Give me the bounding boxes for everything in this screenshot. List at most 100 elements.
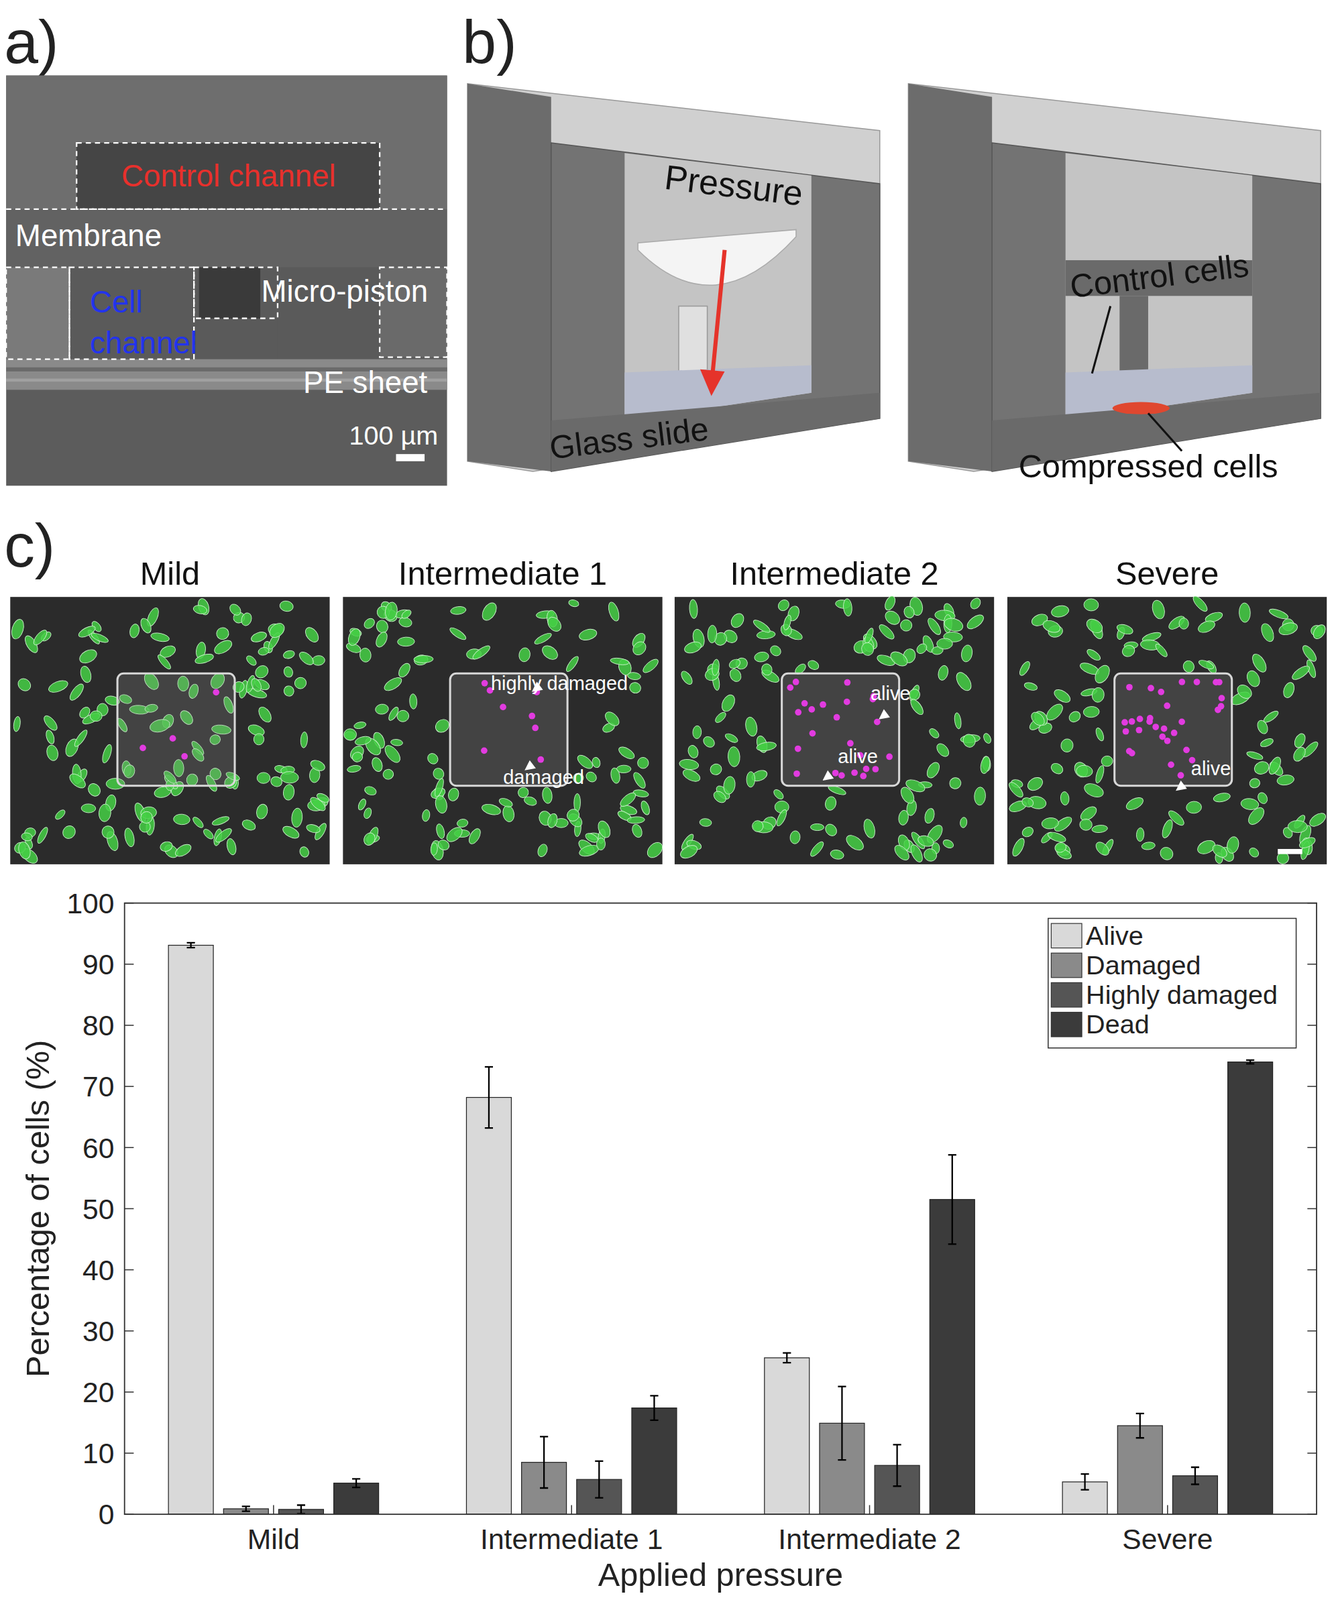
y-tick [1307,1208,1317,1210]
error-bar-cap [484,1066,493,1068]
cell [707,625,717,644]
cell [249,676,263,693]
cell [1093,764,1106,785]
error-bar-cap [1191,1483,1200,1485]
legend-label: Highly damaged [1085,979,1278,1010]
dead-nucleus [537,756,544,764]
cell [699,818,713,827]
image-title: Intermediate 2 [729,555,939,592]
cell [470,643,492,662]
x-tick [272,1505,275,1515]
dead-nucleus [794,745,802,753]
dead-nucleus [1152,723,1159,731]
cell [1287,820,1308,833]
x-tick [1166,1505,1169,1515]
cell [829,849,846,862]
cell [240,611,254,628]
cell [701,734,717,750]
cell [1060,791,1070,806]
cell [1041,618,1062,635]
cell [1150,598,1167,621]
cell [1010,837,1027,859]
cell [421,809,431,823]
label: Control cells [1067,246,1251,305]
cell [31,627,50,647]
cell [382,675,404,694]
cell [617,790,638,810]
dead-nucleus [819,701,827,709]
legend-swatch [1050,953,1082,978]
cell [887,649,911,670]
cell [433,716,453,736]
cell [1248,777,1261,789]
cell [1043,701,1066,724]
dead-nucleus [1126,684,1133,691]
cell [1234,682,1255,701]
dead-nucleus [843,698,851,706]
control-channel [76,142,380,210]
cell [564,654,581,674]
cell [396,661,413,679]
annotation-arrow [822,770,835,781]
y-tick-label: 90 [82,948,115,981]
error-bar-cap [782,1362,791,1364]
cell [53,808,67,821]
y-tick-label: 10 [82,1437,115,1470]
cell [77,647,99,666]
dead-nucleus [212,688,220,696]
cell [751,820,764,833]
cell [1266,755,1284,776]
y-tick [1307,1024,1317,1027]
cell [256,704,274,725]
cell [961,732,978,750]
cell [541,786,553,805]
cell [728,610,746,630]
cell [193,652,215,666]
y-tick [1307,1085,1317,1088]
error-bar [649,1395,658,1420]
cell [15,676,33,694]
cell [1091,824,1108,833]
cell [902,604,917,620]
cell [899,619,913,633]
dead-nucleus [793,770,801,778]
dead-nucleus [851,769,858,776]
dead-nucleus [1163,702,1171,710]
dead-nucleus [1217,702,1225,710]
cell [67,771,88,791]
dead-nucleus [1171,729,1178,737]
cell [916,834,935,849]
cell [433,777,446,798]
cell [344,729,357,742]
bar-chart: 0102030405060708090100MildIntermediate 1… [19,887,1317,1593]
cell [354,735,372,747]
dead-nucleus [1136,715,1144,723]
cell [883,594,898,613]
cell [631,770,648,791]
error-bar-cap [649,1395,658,1397]
micro-piston [199,267,261,319]
cell [353,720,367,730]
error-bar-line [355,1478,357,1488]
dead-nucleus [1193,678,1201,686]
cell [213,826,234,845]
x-tick-label: Intermediate 2 [777,1523,961,1556]
cell [882,608,903,628]
cell [927,727,941,740]
dead-nucleus [859,772,867,780]
y-tick [1307,1513,1317,1516]
cell [1083,706,1100,719]
membrane [6,209,447,268]
cell [433,794,449,815]
error-bar-cap [484,1127,493,1129]
error-bar-line [1139,1413,1141,1438]
dead-nucleus [1128,718,1136,726]
cell [771,788,785,801]
dead-nucleus [794,708,802,716]
error-bar-cap [187,947,196,949]
label: 100 µm [348,420,438,451]
cell [374,703,389,715]
bars [168,942,1273,1515]
device-body [467,83,880,472]
cell [448,625,468,642]
